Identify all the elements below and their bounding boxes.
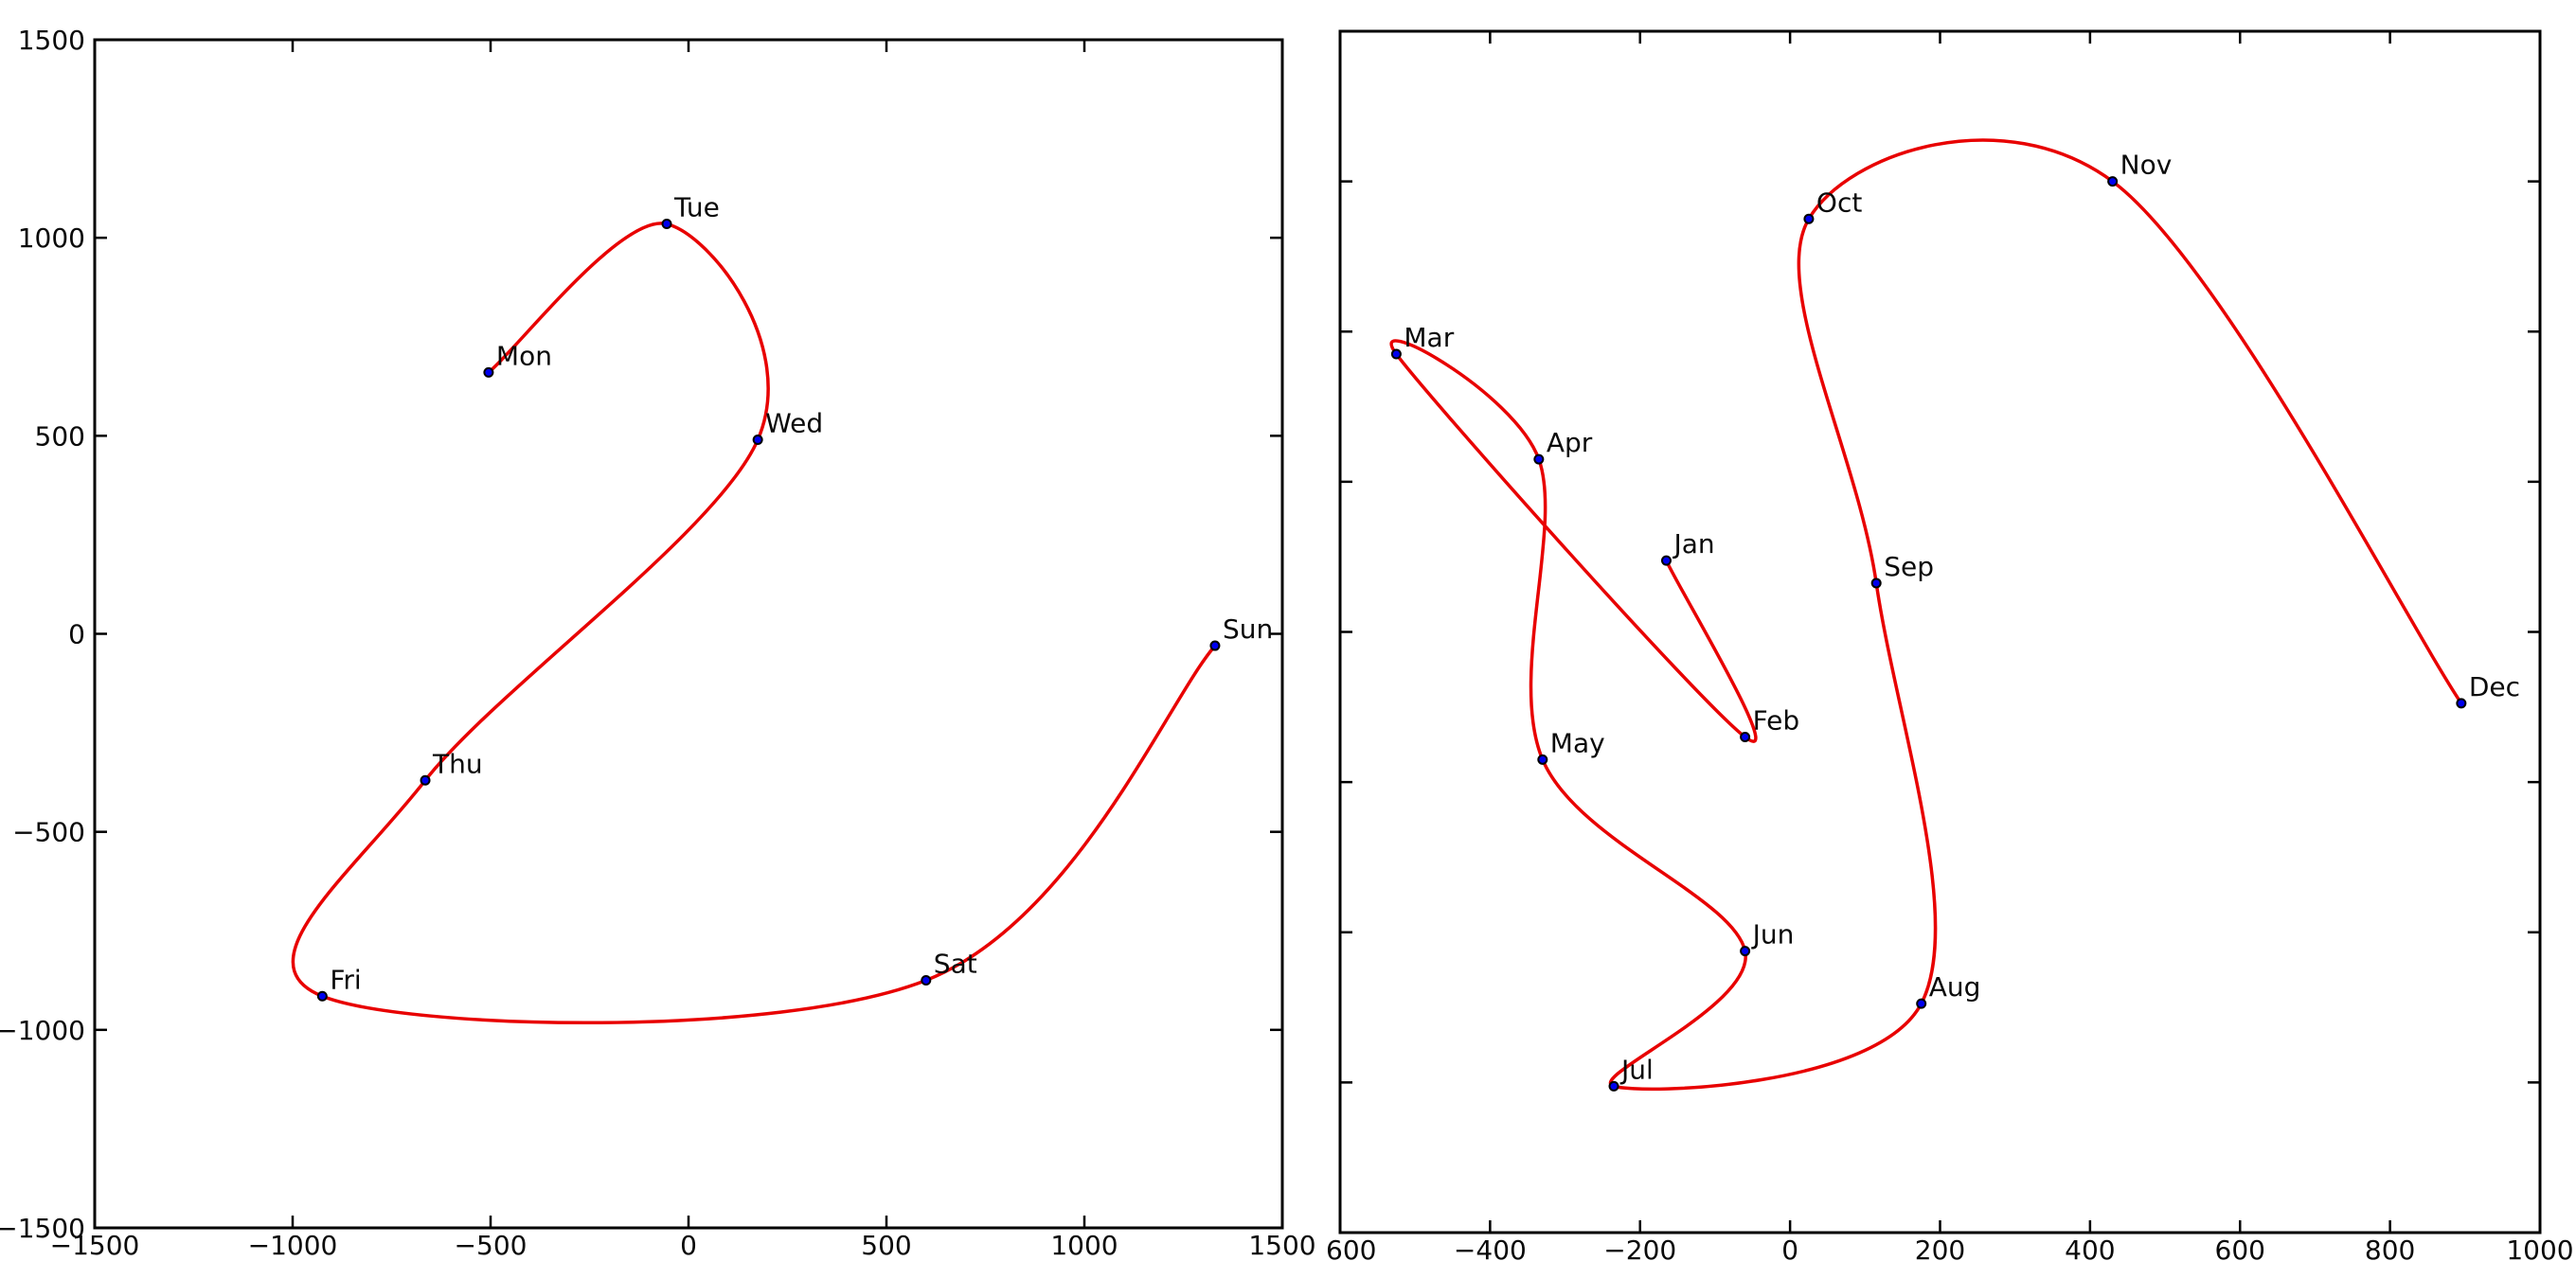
data-point-marker [2107,176,2119,187]
data-point-label: Fri [330,964,361,995]
axes-box [1338,29,2542,1235]
data-point-label: Wed [765,408,823,439]
x-tick-label: 1000 [2506,1235,2573,1266]
y-tick-label: 0 [68,619,85,650]
x-tick-label: −600 [1304,1235,1377,1266]
data-point-label: Jul [1619,1054,1654,1085]
y-tick-label: 500 [35,420,85,452]
trajectory-path [1389,138,2463,1092]
data-point-marker [1803,213,1815,224]
x-tick-label: 600 [2215,1235,2265,1266]
data-point-marker [420,774,431,786]
data-point-marker [2456,698,2467,709]
data-point-marker [316,990,328,1002]
y-tick-label: −500 [12,817,85,848]
x-tick-label: 200 [1915,1235,1965,1266]
data-point-marker [752,435,763,446]
month-plot: −600 −400 −200 0 200 400 600 800 1000 Jan Feb Mar Ap… [1304,29,2574,1266]
x-tick-label: −1500 [50,1230,140,1261]
data-point-marker [1209,640,1221,651]
x-tick-label: −1000 [248,1230,338,1261]
y-tick-label: 1500 [18,25,85,56]
data-point-label: Sun [1223,613,1273,645]
data-point-marker [1870,577,1882,589]
weekday-plot: −1500 −1000 −500 0 500 1000 1500 −1500 −1000 −500… [0,25,1316,1261]
x-tick-label: 1500 [1248,1230,1315,1261]
data-point-label: Feb [1753,705,1800,737]
data-point-marker [483,366,494,378]
data-point-label: Mon [496,340,552,371]
x-tick-label: −200 [1603,1235,1676,1266]
data-point-label: May [1550,727,1605,758]
data-point-marker [1740,732,1751,743]
x-tick-label: 1000 [1050,1230,1118,1261]
x-tick-label: 800 [2365,1235,2415,1266]
data-point-label: Nov [2120,150,2173,181]
data-point-label: Apr [1547,427,1593,458]
data-point-marker [1608,1080,1619,1092]
data-point-marker [1390,348,1402,360]
data-point-label: Aug [1929,971,1981,1003]
data-point-label: Sat [934,949,977,980]
x-tick-label: 0 [1781,1235,1798,1266]
data-point-label: Jan [1672,528,1714,560]
data-point-marker [661,219,672,230]
data-point-label: Jun [1751,919,1795,950]
x-tick-label: 500 [861,1230,911,1261]
x-tick-label: 0 [680,1230,697,1261]
y-tick-label: 1000 [18,222,85,254]
x-tick-label: −500 [455,1230,528,1261]
data-point-label: Dec [2469,671,2520,702]
data-point-marker [1660,555,1672,566]
x-tick-label: −400 [1454,1235,1527,1266]
data-point-marker [1537,754,1548,765]
data-point-marker [1533,453,1545,465]
data-point-label: Tue [673,192,720,223]
data-point-label: Thu [432,748,483,779]
data-point-label: Mar [1404,322,1454,353]
x-tick-label: 400 [2065,1235,2115,1266]
trajectory-path [291,222,1217,1025]
y-tick-label: −1000 [0,1015,85,1046]
data-point-marker [921,975,932,986]
data-point-label: Oct [1816,187,1862,218]
data-point-marker [1916,998,1927,1009]
y-tick-label: −1500 [0,1213,85,1244]
data-point-label: Sep [1884,551,1934,582]
data-point-marker [1740,946,1751,957]
